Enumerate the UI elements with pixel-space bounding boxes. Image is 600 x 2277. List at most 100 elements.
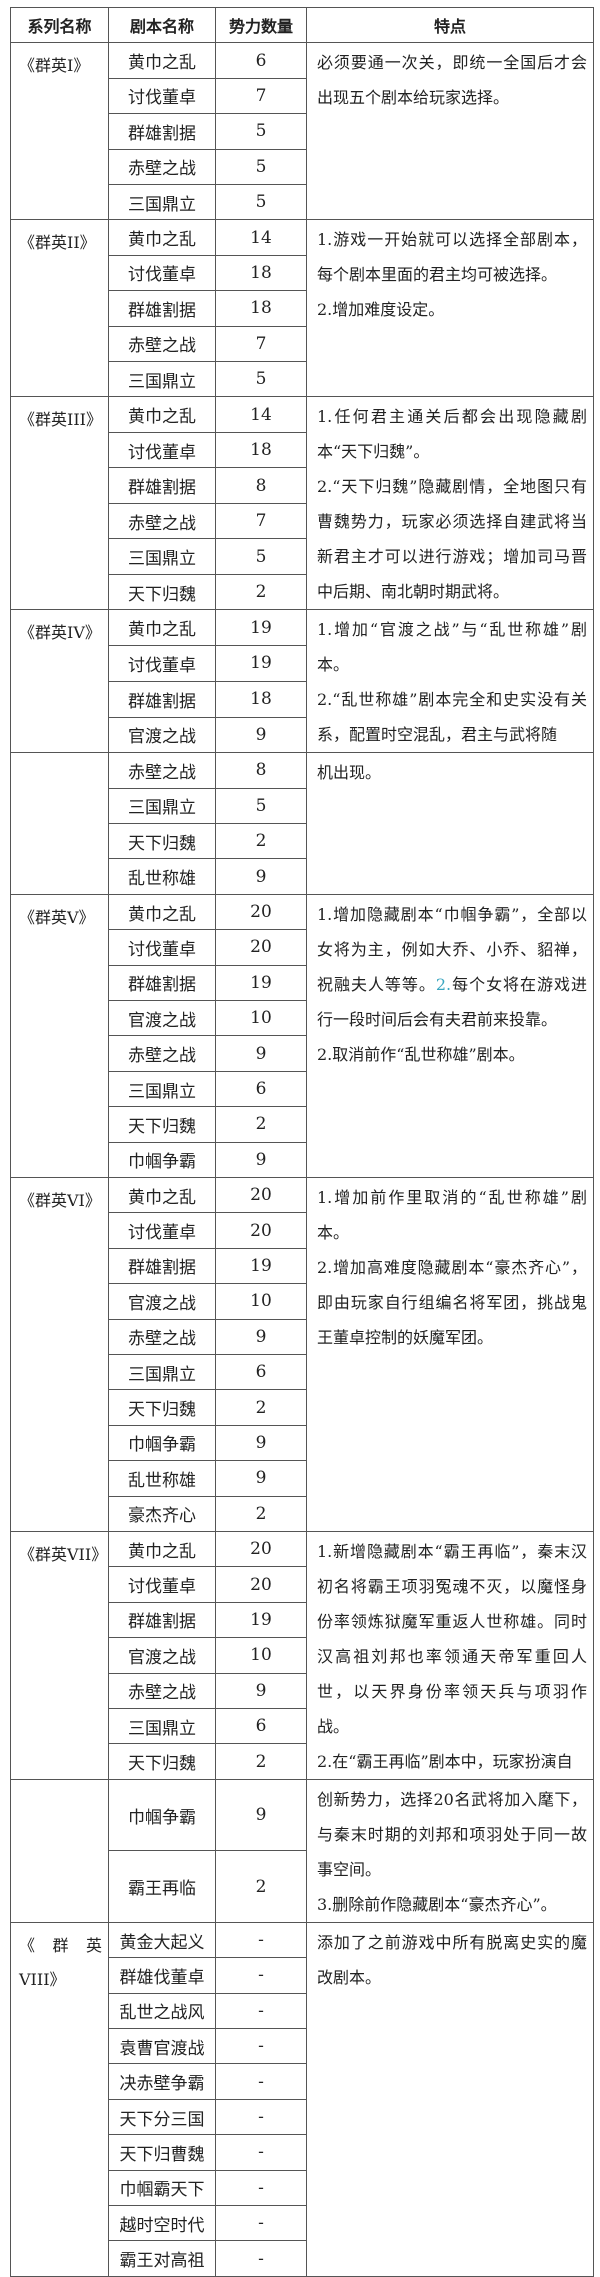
scenario-name: 官渡之战 [108,716,216,754]
table-row: 《群英III》 黄巾之乱 14 1.任何君主通关后都会出现隐藏剧本“天下归魏”。 2.“… [10,396,594,611]
feature-text: 2.“天下归魏”隐藏剧情，全地图只有曹魏势力，玩家必须选择自建武将当新君主才可以… [317,477,587,602]
feature-text: 1.新增隐藏剧本“霸王再临”，秦末汉初名将霸王项羽冤魂不灭，以魔怪身份率领炼狱魔… [317,1541,587,1736]
faction-count: 9 [215,858,307,895]
table-row: 群雄割据 19 [11,964,594,1002]
faction-count: 5 [215,148,307,185]
faction-count: 10 [215,1000,307,1037]
faction-count: 6 [215,1070,307,1108]
features-cell: 1.增加隐藏剧本“巾帼争霸”，全部以女将为主，例如大乔、小乔、貂禅，祝融夫人等等… [306,893,594,1178]
faction-count: 20 [215,1566,307,1603]
scenario-name: 豪杰齐心 [108,1495,216,1532]
scenario-name: 巾帼争霸 [108,1778,216,1852]
feature-paragraph: 添加了之前游戏中所有脱离史实的魔改剧本。 [317,1925,587,1995]
faction-count: 2 [215,1850,307,1923]
feature-text: 1.增加隐藏剧本“巾帼争霸”，全部以女将为主，例如大乔、小乔、貂禅，祝融夫人等等… [317,904,587,994]
table-row: 赤壁之战 9 [11,1318,594,1355]
faction-count: 20 [215,1530,307,1568]
features-cell: 1.任何君主通关后都会出现隐藏剧本“天下归魏”。 2.“天下归魏”隐藏剧情，全地图… [306,396,594,611]
table-row: 天下归魏 2 [11,1106,594,1143]
faction-count: 20 [215,1212,307,1249]
table-row: 三国鼎立 5 [11,787,594,825]
table-row: 官渡之战 10 [11,1637,594,1674]
features-cell: 添加了之前游戏中所有脱离史实的魔改剧本。 [306,1921,594,2277]
table-row: 巾帼争霸 9 创新势力，选择20名武将加入麾下，与秦末时期的刘邦和项羽处于同一故事空… [10,1778,594,1923]
scenario-name: 赤壁之战 [108,325,216,362]
scenario-name: 黄巾之乱 [108,893,216,931]
table-row: 群雄割据 19 [11,1247,594,1285]
features-cell: 创新势力，选择20名武将加入麾下，与秦末时期的刘邦和项羽处于同一故事空间。 3.删… [306,1778,594,1923]
table-row: 赤壁之战 5 [11,148,594,185]
feature-text: 1.任何君主通关后都会出现隐藏剧本“天下归魏”。 [317,407,587,462]
faction-count: 9 [215,1778,307,1852]
faction-count: 5 [215,113,307,150]
table-row: 《群英II》 黄巾之乱 14 1.游戏一开始就可以选择全部剧本，每个剧本里面的君主均可… [10,219,594,398]
series-name-cell: 《群英I》 [10,42,109,221]
faction-count: 9 [215,1141,307,1178]
table-row: 三国鼎立 5 [11,538,594,575]
table-row: 巾帼霸天下 - [11,2169,594,2207]
scenario-name: 官渡之战 [108,1283,216,1320]
series-name-cell [10,752,109,895]
scenario-name: 黄巾之乱 [108,396,216,433]
series-name-cell: 《群英VIII》 [10,1921,109,2277]
scenario-name: 群雄伐董卓 [108,1957,216,1994]
faction-count: 20 [215,929,307,966]
table-row: 《群英IV》 黄巾之乱 19 1.增加“官渡之战”与“乱世称雄”剧本。 2.“乱世称雄”… [10,609,594,754]
feature-paragraph: 1.增加隐藏剧本“巾帼争霸”，全部以女将为主，例如大乔、小乔、貂禅，祝融夫人等等… [317,897,587,1037]
faction-count: 10 [215,1283,307,1320]
table-row: 群雄割据 18 [11,290,594,327]
table-row: 《群英VIII》 黄金大起义 - 添加了之前游戏中所有脱离史实的魔改剧本。 [10,1921,594,2277]
faction-count: - [215,2134,307,2171]
faction-count: 18 [215,680,307,718]
feature-paragraph: 2.在“霸王再临”剧本中，玩家扮演自 [317,1744,587,1779]
table-row: 官渡之战 10 [11,1283,594,1320]
feature-paragraph: 1.增加“官渡之战”与“乱世称雄”剧本。 [317,612,587,682]
scenario-name: 三国鼎立 [108,1070,216,1108]
feature-text: 2.取消前作“乱世称雄”剧本。 [317,1044,525,1064]
scenario-name: 群雄割据 [108,290,216,327]
scenario-name: 赤壁之战 [108,1672,216,1710]
faction-count: 5 [215,787,307,825]
game-series-table: 系列名称 剧本名称 势力数量 特点 《群英I》 黄巾之乱 6 必须要通一次关，即统一全… [10,6,594,2277]
feature-text: 2.增加难度设定。 [317,300,445,320]
faction-count: 5 [215,360,307,398]
scenario-name: 天下归魏 [108,823,216,860]
feature-text: 每个女将在游戏进行一段时间后会有夫君前来投靠。 [317,974,587,1029]
faction-count: - [215,1921,307,1959]
faction-count: - [215,1992,307,2030]
faction-count: 6 [215,1353,307,1391]
scenario-name: 讨伐董卓 [108,645,216,682]
faction-count: 18 [215,290,307,327]
faction-count: 6 [215,1707,307,1745]
feature-text: 1.增加前作里取消的“乱世称雄”剧本。 [317,1187,587,1242]
series-name-cell: 《群英IV》 [10,609,109,754]
faction-count: - [215,2098,307,2136]
scenario-name: 天下分三国 [108,2098,216,2136]
scenario-name: 三国鼎立 [108,360,216,398]
scenario-name: 乱世称雄 [108,858,216,895]
faction-count: 9 [215,1460,307,1497]
faction-count: 6 [215,42,307,79]
table-row: 《群英V》 黄巾之乱 20 1.增加隐藏剧本“巾帼争霸”，全部以女将为主，例如大乔、小… [10,893,594,1178]
scenario-name: 讨伐董卓 [108,431,216,469]
faction-count: 2 [215,1743,307,1780]
faction-count: - [215,2169,307,2207]
scenario-name: 巾帼争霸 [108,1141,216,1178]
faction-count: 7 [215,325,307,362]
scenario-name: 黄金大起义 [108,1921,216,1959]
faction-count: 2 [215,1495,307,1532]
scenario-name: 巾帼争霸 [108,1424,216,1462]
faction-count: 2 [215,823,307,860]
scenario-name: 黄巾之乱 [108,1176,216,1214]
header-features: 特点 [306,6,594,44]
feature-text: 添加了之前游戏中所有脱离史实的魔改剧本。 [317,1932,587,1987]
scenario-name: 天下归魏 [108,573,216,611]
series-name-cell: 《群英III》 [10,396,109,611]
faction-count: 2 [215,1389,307,1426]
scenario-name: 决赤壁争霸 [108,2063,216,2100]
feature-paragraph: 创新势力，选择20名武将加入麾下，与秦末时期的刘邦和项羽处于同一故事空间。 [317,1782,587,1887]
feature-paragraph: 3.删除前作隐藏剧本“豪杰齐心”。 [317,1887,587,1922]
table-row: 讨伐董卓 20 [11,1566,594,1603]
table-row: 决赤壁争霸 - [11,2063,594,2100]
table-row: 天下归魏 2 [11,1389,594,1426]
